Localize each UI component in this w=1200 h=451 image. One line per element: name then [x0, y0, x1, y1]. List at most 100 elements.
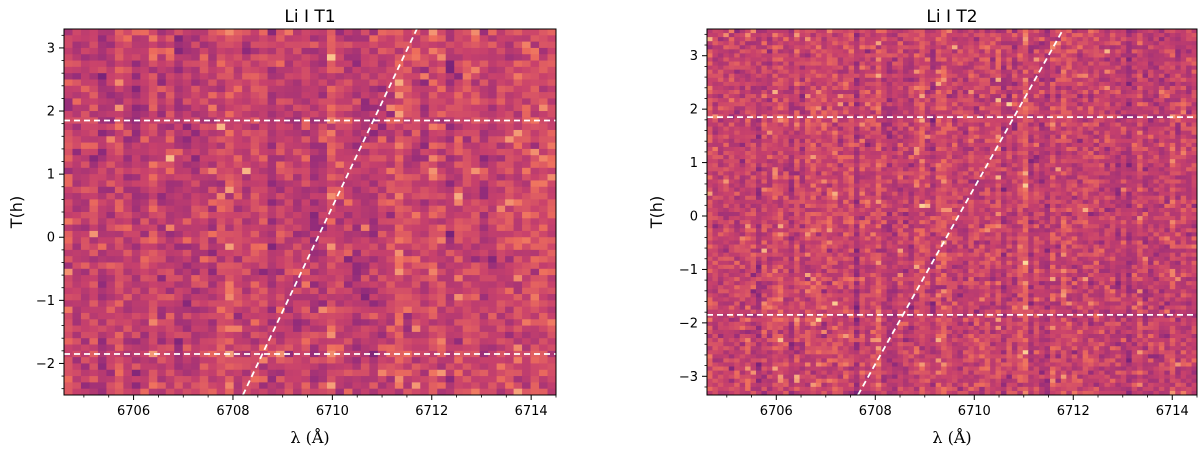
heatmap-cell — [89, 199, 99, 207]
heatmap-cell — [157, 66, 167, 74]
heatmap-cell — [1099, 45, 1106, 50]
heatmap-cell — [454, 73, 464, 81]
heatmap-cell — [799, 69, 806, 75]
heatmap-cell — [420, 325, 430, 333]
heatmap-cell — [761, 53, 768, 59]
heatmap-cell — [995, 41, 1002, 46]
heatmap-cell — [1050, 37, 1057, 42]
heatmap-cell — [962, 37, 969, 42]
heatmap-cell — [750, 61, 757, 67]
heatmap-cell — [462, 363, 472, 371]
heatmap-cell — [756, 90, 763, 95]
heatmap-cell — [968, 33, 975, 38]
heatmap-cell — [326, 66, 337, 74]
heatmap-cell — [64, 331, 74, 339]
heatmap-cell — [522, 369, 532, 377]
heatmap-cell — [343, 275, 354, 283]
heatmap-cell — [513, 325, 523, 333]
heatmap-cell — [182, 312, 192, 320]
heatmap-cell — [805, 65, 812, 71]
heatmap-cell — [539, 363, 549, 371]
heatmap-cell — [191, 193, 201, 200]
heatmap-cell — [462, 212, 472, 219]
heatmap-cell — [123, 73, 133, 81]
heatmap-cell — [335, 66, 345, 74]
heatmap-cell — [530, 98, 540, 106]
heatmap-cell — [403, 123, 413, 131]
heatmap-cell — [777, 81, 784, 87]
heatmap-cell — [301, 344, 311, 352]
heatmap-cell — [734, 61, 741, 67]
heatmap-cell — [995, 45, 1002, 50]
heatmap-cell — [479, 180, 489, 188]
heatmap-cell — [157, 111, 167, 118]
heatmap-cell — [310, 218, 320, 226]
heatmap-cell — [539, 29, 549, 36]
heatmap-cell — [1175, 33, 1182, 38]
heatmap-cell — [284, 167, 294, 175]
heatmap-cell — [89, 155, 99, 163]
heatmap-cell — [799, 90, 806, 95]
heatmap-cell — [157, 224, 167, 232]
heatmap-cell — [1022, 49, 1029, 54]
heatmap-cell — [1191, 81, 1197, 87]
heatmap-cell — [505, 136, 515, 144]
heatmap-cell — [454, 199, 464, 207]
heatmap-cell — [539, 357, 549, 365]
heatmap-cell — [386, 306, 396, 314]
heatmap-cell — [369, 54, 379, 62]
heatmap-cell — [242, 306, 252, 314]
heatmap-cell — [864, 41, 871, 46]
heatmap-cell — [1142, 85, 1149, 91]
heatmap-cell — [360, 123, 370, 131]
heatmap-cell — [420, 54, 430, 62]
heatmap-cell — [72, 41, 82, 49]
heatmap-cell — [547, 111, 556, 118]
heatmap-cell — [445, 148, 455, 156]
heatmap-cell — [242, 287, 252, 295]
heatmap-cell — [513, 344, 523, 352]
heatmap-cell — [191, 224, 201, 232]
heatmap-cell — [284, 142, 294, 150]
heatmap-cell — [106, 312, 116, 320]
heatmap-cell — [1044, 37, 1051, 42]
heatmap-cell — [250, 60, 260, 68]
heatmap-cell — [1033, 41, 1040, 46]
heatmap-cell — [496, 338, 506, 346]
heatmap-cell — [157, 142, 167, 150]
heatmap-cell — [411, 73, 421, 81]
heatmap-cell — [403, 363, 413, 371]
heatmap-cell — [952, 69, 959, 75]
heatmap-cell — [148, 344, 158, 352]
heatmap-cell — [369, 319, 379, 327]
heatmap-cell — [335, 142, 345, 150]
heatmap-cell — [892, 90, 899, 95]
heatmap-cell — [739, 94, 746, 99]
heatmap-cell — [233, 54, 243, 62]
heatmap-cell — [1039, 57, 1046, 63]
heatmap-cell — [225, 199, 235, 207]
heatmap-cell — [165, 161, 175, 169]
heatmap-cell — [1066, 33, 1073, 38]
heatmap-cell — [301, 186, 311, 194]
heatmap-cell — [892, 65, 899, 71]
heatmap-cell — [225, 155, 235, 163]
heatmap-cell — [530, 363, 540, 371]
heatmap-cell — [267, 73, 277, 81]
heatmap-cell — [539, 256, 549, 264]
heatmap-cell — [267, 41, 277, 49]
heatmap-cell — [208, 243, 218, 251]
heatmap-cell — [1028, 90, 1035, 95]
heatmap-cell — [80, 161, 91, 169]
heatmap-cell — [1093, 53, 1100, 59]
heatmap-cell — [530, 79, 540, 87]
heatmap-cell — [259, 300, 269, 308]
heatmap-cell — [1115, 65, 1122, 71]
heatmap-cell — [191, 357, 201, 365]
heatmap-cell — [140, 287, 150, 295]
heatmap-cell — [815, 49, 822, 54]
heatmap-cell — [462, 287, 472, 295]
heatmap-cell — [1044, 49, 1051, 54]
heatmap-cell — [335, 300, 345, 308]
